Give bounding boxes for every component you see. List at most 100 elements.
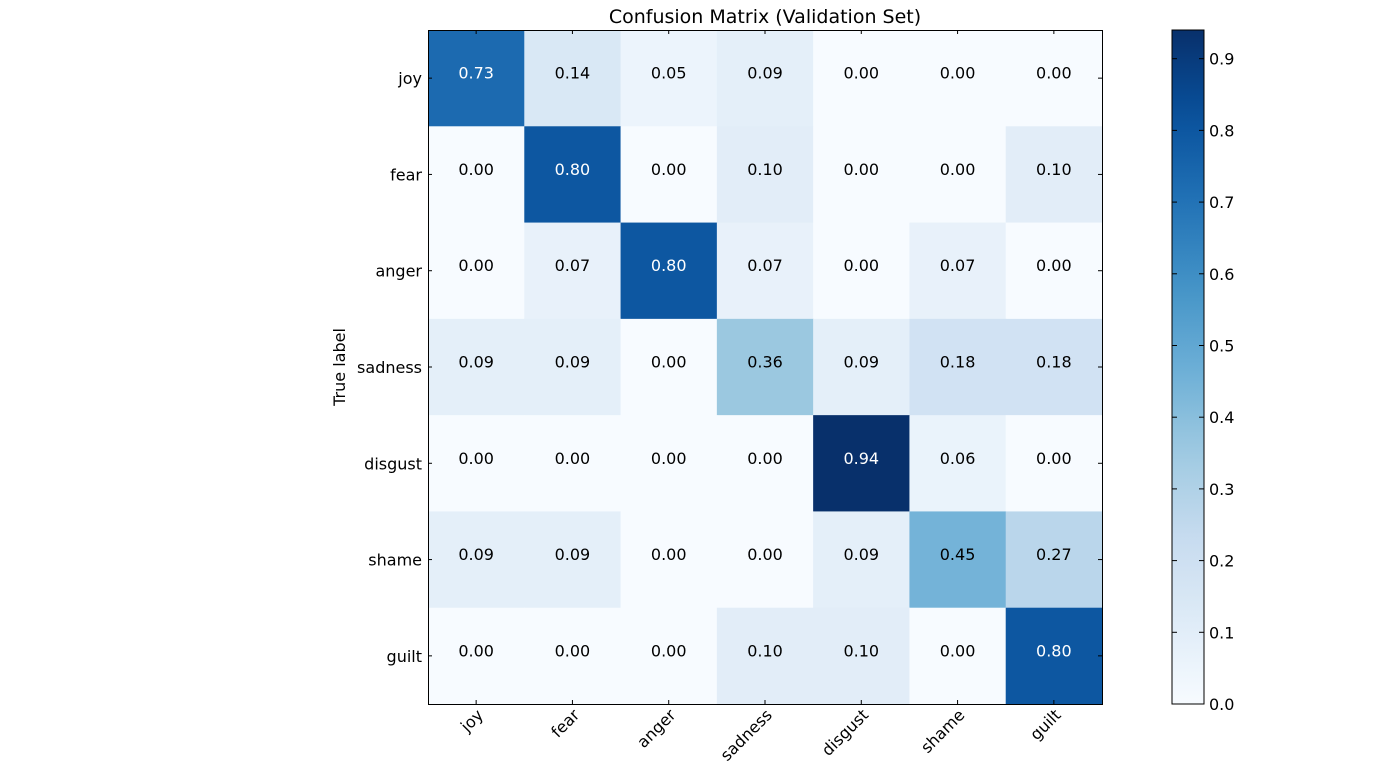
heatmap-cell: [1005, 126, 1103, 224]
colorbar-tick-label: 0.1: [1209, 623, 1234, 642]
cell-value-label: 0.10: [747, 641, 783, 660]
heatmap-cell: [428, 607, 525, 705]
heatmap-cell: [620, 318, 718, 416]
x-tick-label: shame: [917, 705, 968, 756]
cell-value-label: 0.80: [1036, 641, 1072, 660]
heatmap-cell: [813, 126, 910, 224]
heatmap-cell: [620, 415, 718, 512]
cell-value-label: 0.10: [1036, 160, 1072, 179]
heatmap-cell: [716, 222, 814, 320]
colorbar-tick-label: 0.6: [1209, 265, 1234, 284]
cell-value-label: 0.00: [651, 641, 687, 660]
heatmap-cell: [428, 126, 525, 224]
cell-value-label: 0.07: [747, 256, 783, 275]
cell-value-label: 0.00: [651, 160, 687, 179]
cell-value-label: 0.00: [458, 256, 494, 275]
cell-value-label: 0.80: [555, 160, 591, 179]
heatmap-cell: [524, 222, 622, 320]
y-tick-label: shame: [368, 551, 422, 570]
cell-value-label: 0.09: [458, 545, 494, 564]
heatmap-cell: [813, 222, 910, 320]
heatmap-cell: [813, 511, 910, 609]
cell-value-label: 0.45: [940, 545, 976, 564]
heatmap-cell: [1005, 30, 1103, 127]
cell-value-label: 0.00: [651, 449, 687, 468]
cell-value-label: 0.00: [940, 641, 976, 660]
heatmap-cell: [716, 511, 814, 609]
y-tick-label: sadness: [357, 358, 422, 377]
heatmap-cell: [524, 607, 622, 705]
cell-value-label: 0.18: [1036, 353, 1072, 372]
x-tick-label: joy: [456, 705, 487, 736]
cell-value-label: 0.00: [458, 641, 494, 660]
cell-value-label: 0.07: [555, 256, 591, 275]
heatmap-cell: [716, 30, 814, 127]
cell-value-label: 0.36: [747, 353, 783, 372]
cell-value-label: 0.00: [843, 256, 879, 275]
colorbar-tick-label: 0.2: [1209, 552, 1234, 571]
cell-value-label: 0.00: [1036, 64, 1072, 83]
cell-value-label: 0.73: [458, 64, 494, 83]
heatmap-cell: [1005, 222, 1103, 320]
cell-value-label: 0.94: [843, 449, 879, 468]
heatmap-cell: [909, 126, 1007, 224]
cell-value-label: 0.80: [651, 256, 687, 275]
heatmap-cell: [813, 415, 910, 512]
colorbar-gradient: [1171, 29, 1205, 705]
y-tick-label: fear: [390, 165, 422, 184]
heatmap-cell: [909, 222, 1007, 320]
cell-value-label: 0.00: [940, 160, 976, 179]
cell-value-label: 0.00: [555, 449, 591, 468]
colorbar-tick-label: 0.9: [1209, 50, 1234, 69]
heatmap-cell: [620, 607, 718, 705]
cell-value-label: 0.09: [555, 353, 591, 372]
cell-value-label: 0.27: [1036, 545, 1072, 564]
cell-value-label: 0.07: [940, 256, 976, 275]
heatmap-cell: [428, 415, 525, 512]
heatmap-cell: [813, 318, 910, 416]
y-axis-ticks: joy fear anger sadness disgust shame guilt: [357, 69, 1102, 666]
cell-value-label: 0.09: [843, 545, 879, 564]
cell-value-label: 0.18: [940, 353, 976, 372]
cell-value-label: 0.00: [651, 545, 687, 564]
cell-value-label: 0.10: [843, 641, 879, 660]
colorbar-tick-label: 0.7: [1209, 193, 1234, 212]
heatmap-cell: [813, 607, 910, 705]
heatmap-cell: [716, 126, 814, 224]
colorbar-tick-label: 0.0: [1209, 695, 1234, 714]
colorbar: 0.0 0.1 0.2 0.3 0.4 0.5 0.6 0.7 0.8 0.9: [1171, 29, 1234, 714]
heatmap-cell: [813, 30, 910, 127]
heatmap-cell: [1005, 415, 1103, 512]
cell-value-label: 0.09: [458, 353, 494, 372]
y-tick-label: guilt: [387, 647, 422, 666]
x-tick-label: fear: [547, 705, 583, 741]
heatmap-cell: [524, 415, 622, 512]
x-tick-label: sadness: [716, 705, 775, 764]
y-tick-label: joy: [397, 69, 422, 88]
cell-value-label: 0.00: [843, 64, 879, 83]
cell-value-label: 0.10: [747, 160, 783, 179]
heatmap-cell: [428, 318, 525, 416]
cell-value-label: 0.09: [747, 64, 783, 83]
cell-value-label: 0.00: [843, 160, 879, 179]
chart-title: Confusion Matrix (Validation Set): [609, 6, 921, 28]
colorbar-tick-label: 0.5: [1209, 336, 1234, 355]
heatmap-cell: [1005, 607, 1103, 705]
heatmap-cell: [620, 511, 718, 609]
x-tick-label: anger: [633, 705, 680, 752]
heatmap-cell: [716, 318, 814, 416]
x-tick-label: guilt: [1026, 705, 1065, 744]
y-tick-label: anger: [375, 262, 422, 281]
colorbar-tick-label: 0.8: [1209, 121, 1234, 140]
cell-value-label: 0.00: [940, 64, 976, 83]
y-tick-label: disgust: [364, 454, 422, 473]
cell-value-label: 0.00: [1036, 256, 1072, 275]
heatmap-cell: [909, 415, 1007, 512]
heatmap-cell: [524, 318, 622, 416]
x-tick-label: disgust: [818, 705, 872, 759]
cell-value-label: 0.00: [747, 545, 783, 564]
heatmap-cell: [909, 511, 1007, 609]
cell-value-label: 0.14: [555, 64, 591, 83]
colorbar-tick-label: 0.3: [1209, 480, 1234, 499]
heatmap-cell: [909, 607, 1007, 705]
